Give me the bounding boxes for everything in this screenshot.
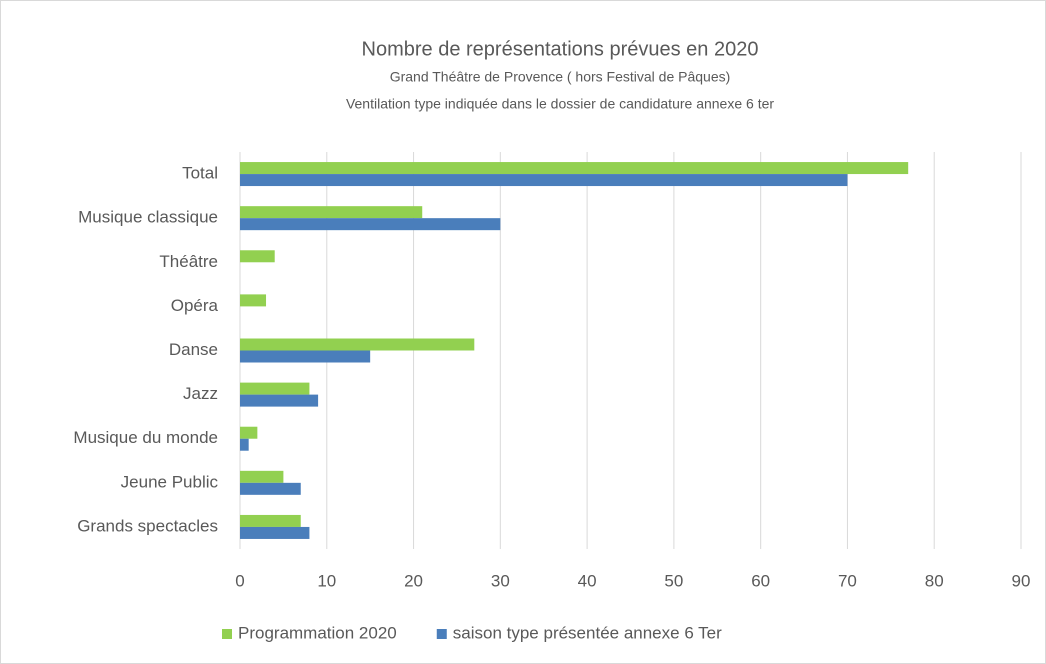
- bar: [240, 162, 909, 175]
- bar: [240, 394, 319, 407]
- x-tick-label: 90: [1012, 571, 1031, 590]
- x-tick-label: 80: [925, 571, 944, 590]
- bar: [240, 250, 275, 263]
- bar: [240, 426, 258, 439]
- x-tick-label: 30: [491, 571, 510, 590]
- chart-subtitle: Grand Théâtre de Provence ( hors Festiva…: [390, 69, 731, 85]
- x-tick-label: 60: [751, 571, 770, 590]
- y-tick-label: Total: [182, 164, 218, 183]
- bar: [240, 482, 301, 495]
- x-tick-label: 70: [838, 571, 857, 590]
- y-tick-label: Jeune Public: [121, 472, 219, 491]
- y-tick-label: Grands spectacles: [77, 516, 218, 535]
- legend-label: saison type présentée annexe 6 Ter: [453, 623, 722, 642]
- chart-title: Nombre de représentations prévues en 202…: [362, 38, 759, 60]
- x-tick-label: 50: [664, 571, 683, 590]
- bar: [240, 338, 475, 351]
- y-tick-label: Danse: [169, 340, 218, 359]
- x-tick-label: 0: [235, 571, 244, 590]
- y-tick-label: Musique du monde: [73, 428, 218, 447]
- bar: [240, 470, 284, 483]
- x-tick-label: 20: [404, 571, 423, 590]
- chart-subtitle: Ventilation type indiquée dans le dossie…: [346, 96, 774, 112]
- bar: [240, 526, 310, 539]
- x-tick-label: 40: [578, 571, 597, 590]
- y-tick-label: Opéra: [171, 296, 219, 315]
- y-tick-label: Théâtre: [159, 252, 218, 271]
- bar: [240, 206, 423, 219]
- bar: [240, 350, 371, 363]
- bar: [240, 514, 301, 527]
- bar: [240, 174, 848, 187]
- bar: [240, 438, 249, 451]
- bar: [240, 382, 310, 395]
- bar: [240, 218, 501, 231]
- bar: [240, 294, 267, 307]
- y-tick-label: Jazz: [183, 384, 218, 403]
- x-tick-label: 10: [317, 571, 336, 590]
- y-tick-label: Musique classique: [78, 208, 218, 227]
- legend-swatch: [222, 629, 232, 639]
- legend-swatch: [436, 629, 447, 639]
- legend-label: Programmation 2020: [238, 623, 397, 642]
